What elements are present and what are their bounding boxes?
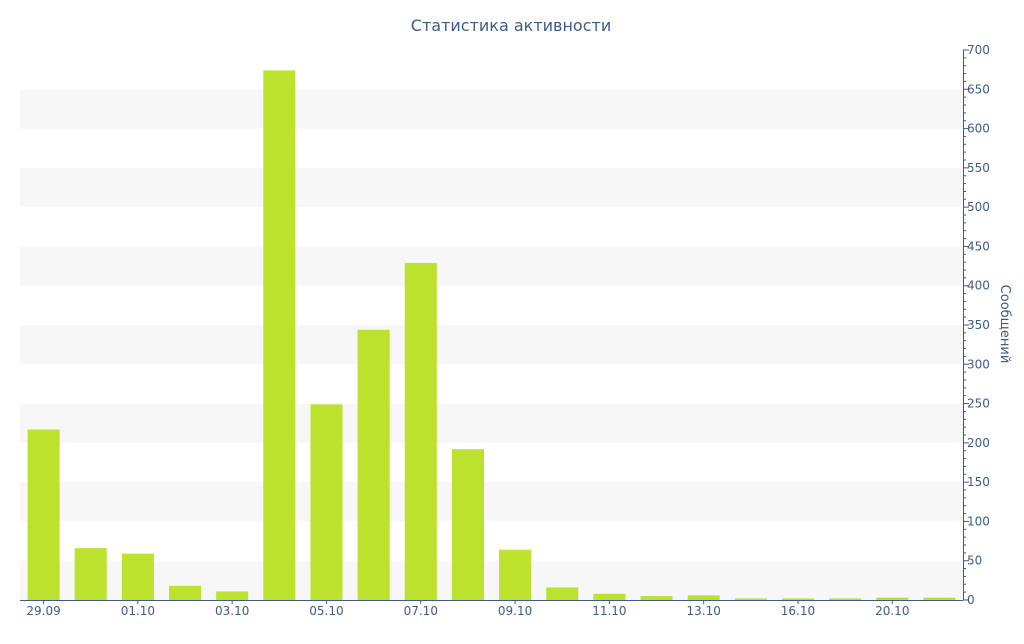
bar-04.10[interactable]: [263, 70, 296, 600]
bar-29.09[interactable]: [27, 429, 60, 601]
grid-bands: [20, 89, 963, 600]
y-tick-label: 600: [967, 122, 990, 136]
bar-09.10[interactable]: [499, 549, 532, 600]
grid-band: [20, 560, 963, 600]
x-tick-label: 29.09: [26, 604, 60, 618]
grid-band: [20, 482, 963, 522]
x-tick-label: 13.10: [686, 604, 720, 618]
grid-band: [20, 325, 963, 365]
y-tick-label: 700: [967, 43, 990, 57]
y-tick-label: 200: [967, 436, 990, 450]
y-tick-label: 650: [967, 82, 990, 96]
bar-16.10[interactable]: [781, 598, 815, 600]
bar-06.10[interactable]: [357, 329, 390, 600]
x-tick-label: 09.10: [498, 604, 532, 618]
x-tick-label: 01.10: [121, 604, 155, 618]
bar-17.10[interactable]: [829, 598, 862, 600]
y-tick-label: 350: [967, 318, 990, 332]
bar-08.10[interactable]: [451, 449, 484, 600]
bar-10.10[interactable]: [546, 587, 579, 600]
bar-03.10[interactable]: [216, 591, 249, 600]
x-tick-label: 11.10: [592, 604, 626, 618]
axes: 0 50 100 150 200 250 300 350 400 450 500 550 600 650 7…: [20, 43, 990, 618]
y-tick-label: 550: [967, 161, 990, 175]
grid-band: [20, 246, 963, 286]
bar-05.10[interactable]: [310, 404, 343, 600]
y-tick-label: 50: [967, 554, 982, 568]
y-axis-title: Сообщений: [997, 285, 1012, 364]
x-tick-label: 07.10: [404, 604, 438, 618]
y-tick-label: 150: [967, 475, 990, 489]
bar-series: [27, 70, 956, 601]
y-tick-label: 450: [967, 239, 990, 253]
x-tick-label: 16.10: [781, 604, 815, 618]
bar-02.10[interactable]: [168, 585, 202, 600]
y-tick-label: 300: [967, 357, 990, 371]
y-tick-label: 100: [967, 514, 990, 528]
chart-title: Статистика активности: [411, 16, 611, 35]
bar-14.10[interactable]: [734, 598, 767, 600]
bar-13.10[interactable]: [687, 595, 720, 600]
grid-band: [20, 89, 963, 129]
y-tick-label: 0: [967, 593, 975, 607]
bar-11.10[interactable]: [593, 593, 626, 600]
bar-20.10[interactable]: [876, 597, 909, 600]
grid-band: [20, 167, 963, 208]
x-tick-label: 03.10: [215, 604, 249, 618]
y-tick-label: 400: [967, 279, 990, 293]
x-tick-label: 20.10: [875, 604, 909, 618]
y-tick-label: 250: [967, 397, 990, 411]
y-tick-label: 500: [967, 200, 990, 214]
bar-12.10[interactable]: [640, 596, 673, 600]
bar-07.10[interactable]: [404, 262, 437, 600]
bar-01.10[interactable]: [121, 553, 154, 600]
x-tick-label: 05.10: [309, 604, 343, 618]
bar-30.09[interactable]: [74, 548, 107, 600]
grid-band: [20, 403, 963, 443]
bar-21.10[interactable]: [923, 597, 956, 600]
